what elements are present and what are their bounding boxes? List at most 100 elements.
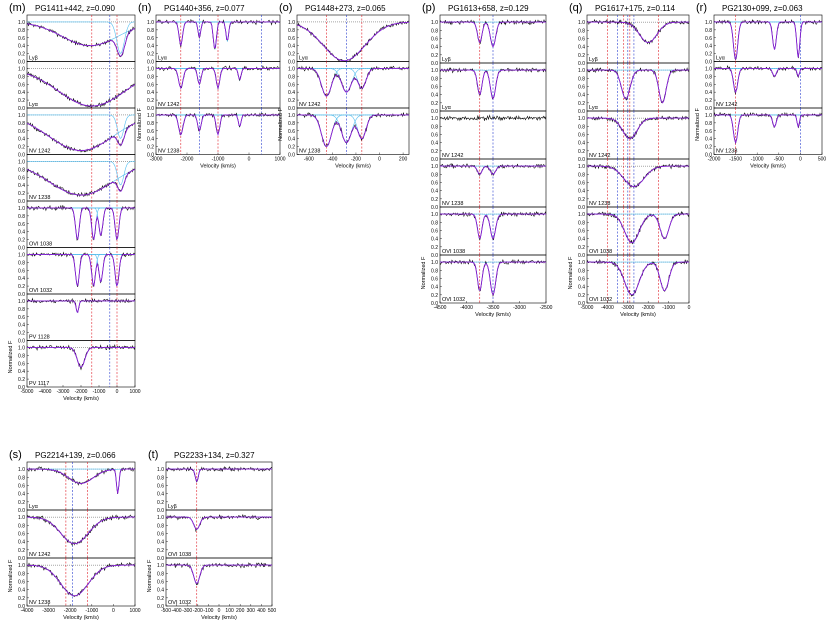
y-tick-label: 0.0 — [705, 60, 712, 66]
y-tick-label: 0.4 — [578, 45, 585, 51]
y-tick-label: 0.2 — [157, 500, 164, 506]
ion-label: PV 1117 — [29, 381, 49, 387]
y-tick-label: 0.2 — [288, 52, 295, 58]
y-tick-label: 0.0 — [705, 153, 712, 159]
y-tick-label: 0.8 — [157, 523, 164, 529]
y-axis-label: Normalized F — [568, 256, 574, 289]
y-tick-label: 0.4 — [431, 93, 438, 99]
spectrum-subpanel: 0.0 0.2 0.4 0.6 0.8 1.0 Lyα — [431, 62, 547, 115]
model-fit — [166, 564, 272, 585]
ion-label: OVI 1032 — [442, 297, 465, 303]
x-tick-label: 200 — [399, 157, 408, 163]
component-profile — [297, 114, 409, 148]
y-tick-label: 0.2 — [578, 53, 585, 59]
y-tick-label: 0.4 — [431, 285, 438, 291]
ion-label: Lyα — [716, 56, 726, 62]
ion-label: NV 1238 — [29, 195, 50, 201]
spectrum-subpanel: 0.0 0.2 0.4 0.6 0.8 1.0 NV 1238 — [288, 107, 410, 159]
y-tick-label: 0.8 — [18, 167, 25, 173]
y-tick-label: 0.2 — [288, 145, 295, 151]
x-tick-label: -3000 — [150, 157, 163, 163]
component-profile — [27, 21, 135, 54]
y-tick-label: 0.2 — [578, 245, 585, 251]
y-tick-label: 0.8 — [288, 74, 295, 80]
model-fit — [714, 21, 822, 60]
panel-letter: (r) — [696, 2, 707, 14]
y-tick-label: 0.6 — [18, 531, 25, 537]
ion-label: OVI 1038 — [442, 249, 465, 255]
panel-letter: (p) — [422, 2, 435, 14]
y-tick-label: 0.4 — [578, 93, 585, 99]
y-tick-label: 0.0 — [288, 60, 295, 66]
observed-spectrum — [26, 204, 136, 241]
y-tick-label: 0.4 — [578, 141, 585, 147]
y-tick-label: 1.0 — [18, 206, 25, 212]
y-tick-label: 0.0 — [431, 157, 438, 163]
ion-label: Lyα — [299, 56, 309, 62]
x-tick-label: -1000 — [93, 389, 106, 395]
y-tick-label: 0.8 — [147, 121, 154, 127]
ion-label: OVI 1038 — [168, 552, 191, 558]
spectrum-subpanel: 0.0 0.2 0.4 0.6 0.8 1.0 NV 1242 — [147, 61, 281, 112]
y-tick-label: 0.0 — [18, 106, 25, 112]
y-tick-label: 1.0 — [431, 20, 438, 26]
x-tick-label: -2500 — [540, 305, 553, 311]
y-tick-label: 0.2 — [18, 145, 25, 151]
ion-label: Lyβ — [168, 504, 177, 510]
model-fit — [156, 114, 280, 137]
y-tick-label: 0.6 — [431, 84, 438, 90]
x-tick-label: 0 — [799, 157, 802, 163]
ion-label: Lyα — [589, 105, 599, 111]
x-tick-label: -2000 — [75, 389, 88, 395]
ion-label: PV 1128 — [29, 335, 50, 341]
y-tick-label: 0.8 — [705, 28, 712, 34]
model-fit — [26, 73, 136, 107]
y-tick-label: 0.2 — [578, 293, 585, 299]
spectrum-subpanel: 0.0 0.2 0.4 0.6 0.8 1.0 NV 1238 — [18, 154, 136, 205]
y-tick-label: 1.0 — [578, 164, 585, 170]
y-tick-label: 0.8 — [18, 307, 25, 313]
y-tick-label: 0.2 — [18, 500, 25, 506]
model-fit — [27, 300, 135, 314]
panel-letter: (s) — [9, 449, 22, 461]
x-tick-label: -300 — [182, 608, 192, 614]
ion-label: OVI 1038 — [589, 249, 612, 255]
spectrum-subpanel: 0.0 0.2 0.4 0.6 0.8 1.0 OVI 1032 — [431, 254, 547, 307]
y-tick-label: 0.0 — [18, 199, 25, 205]
chart-panel-group: (p) PG1613+658, z=0.129 0.0 0.2 0.4 0.6 0.8 1.0… — [421, 2, 553, 318]
component-profile — [714, 114, 822, 144]
y-tick-label: 0.4 — [157, 540, 164, 546]
observed-spectrum — [26, 168, 136, 198]
x-tick-label: 500 — [268, 608, 277, 614]
y-tick-label: 0.2 — [18, 377, 25, 383]
y-tick-label: 0.6 — [431, 276, 438, 282]
y-tick-label: 0.4 — [431, 237, 438, 243]
chart-panel-group: (o) PG1448+273, z=0.065 0.0 0.2 0.4 0.6 0.8 1.0… — [278, 2, 410, 170]
y-tick-label: 1.0 — [288, 66, 295, 72]
spectrum-subpanel: 0.0 0.2 0.4 0.6 0.8 1.0 NV 1238 — [147, 107, 281, 159]
y-tick-label: 0.0 — [147, 153, 154, 159]
y-tick-label: 1.0 — [288, 113, 295, 119]
model-fit — [440, 69, 546, 100]
y-tick-label: 0.0 — [578, 205, 585, 211]
y-tick-label: 1.0 — [431, 260, 438, 266]
y-tick-label: 1.0 — [431, 68, 438, 74]
subpanel-frame — [713, 107, 823, 155]
ion-label: NV 1242 — [442, 153, 463, 159]
y-tick-label: 0.8 — [18, 28, 25, 34]
y-tick-label: 0.2 — [578, 197, 585, 203]
y-tick-label: 0.6 — [578, 132, 585, 138]
x-tick-label: 1000 — [129, 608, 140, 614]
y-tick-label: 0.4 — [147, 44, 154, 50]
y-tick-label: 1.0 — [705, 20, 712, 26]
chart-title: PG1440+356, z=0.077 — [164, 4, 245, 13]
y-tick-label: 0.6 — [18, 579, 25, 585]
model-fit — [296, 21, 410, 62]
ion-label: Lyβ — [589, 57, 598, 63]
y-tick-label: 0.8 — [18, 121, 25, 127]
y-tick-label: 1.0 — [147, 66, 154, 72]
model-fit — [27, 346, 135, 368]
y-axis-label: Normalized F — [8, 340, 14, 373]
component-profile — [714, 68, 822, 94]
y-tick-label: 0.0 — [18, 246, 25, 252]
